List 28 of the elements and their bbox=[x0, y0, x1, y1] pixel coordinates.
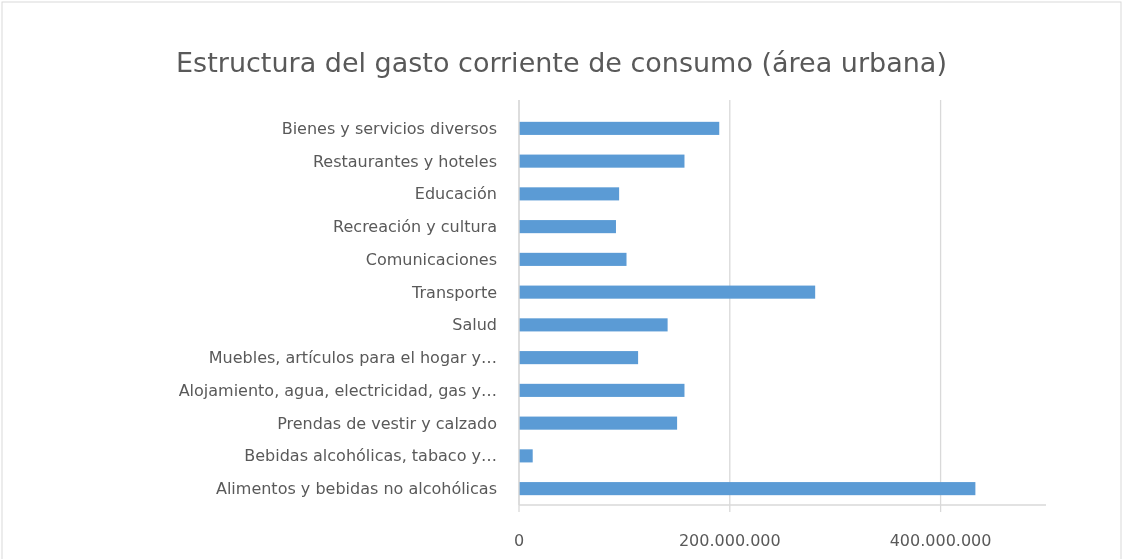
y-tick-label: Salud bbox=[452, 315, 497, 335]
y-tick-label: Restaurantes y hoteles bbox=[312, 151, 497, 171]
bar bbox=[519, 416, 678, 430]
bar bbox=[519, 252, 627, 266]
x-tick-label: 200.000.000 bbox=[678, 531, 781, 550]
bar bbox=[519, 121, 720, 135]
bar bbox=[519, 154, 685, 168]
y-tick-label: Recreación y cultura bbox=[333, 217, 497, 237]
x-tick-label: 0 bbox=[513, 531, 525, 550]
bar bbox=[519, 318, 668, 332]
bar bbox=[519, 383, 685, 397]
y-tick-label: Bebidas alcohólicas, tabaco y… bbox=[244, 446, 497, 466]
y-tick-label: Alojamiento, agua, electricidad, gas y… bbox=[178, 380, 497, 400]
y-tick-label: Bienes y servicios diversos bbox=[281, 118, 497, 138]
y-tick-label: Transporte bbox=[411, 282, 497, 302]
bar bbox=[519, 482, 976, 496]
bar bbox=[519, 187, 620, 201]
y-tick-label: Comunicaciones bbox=[365, 249, 497, 269]
x-tick-label: 400.000.000 bbox=[889, 531, 992, 550]
y-tick-label: Educación bbox=[414, 184, 497, 204]
chart-title: Estructura del gasto corriente de consumo (área urbana) bbox=[176, 47, 947, 78]
bar bbox=[519, 449, 533, 463]
y-tick-label: Alimentos y bebidas no alcohólicas bbox=[215, 479, 497, 499]
y-tick-label: Muebles, artículos para el hogar y… bbox=[208, 348, 497, 368]
bar bbox=[519, 351, 639, 365]
y-tick-label: Prendas de vestir y calzado bbox=[277, 413, 497, 433]
bar bbox=[519, 285, 816, 299]
bar bbox=[519, 220, 616, 234]
